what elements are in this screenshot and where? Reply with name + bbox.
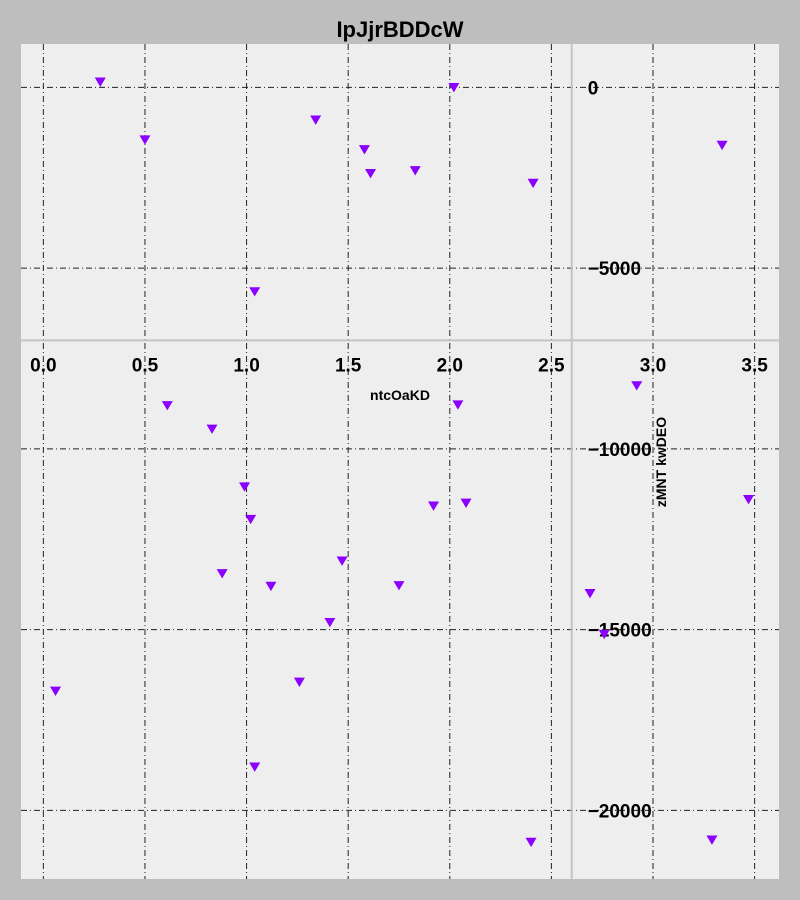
- data-point: [94, 77, 106, 87]
- data-point: [460, 498, 472, 509]
- x-tick-label: 1.0: [233, 355, 259, 376]
- data-point: [239, 482, 251, 492]
- x-tick-label: 2.0: [437, 355, 463, 376]
- x-tick-label: 3.0: [640, 355, 666, 376]
- x-tick-labels: 0.0 0.5 1.0 1.5 2.0 2.5 3.0 3.5: [30, 355, 768, 376]
- chart-title: IpJjrBDDcW: [336, 17, 463, 42]
- data-point: [310, 115, 322, 125]
- y-tick-label: −15000: [588, 621, 652, 642]
- data-point: [216, 569, 228, 579]
- data-point: [527, 178, 539, 189]
- x-axis-label: ntcOaKD: [370, 387, 430, 403]
- data-point: [525, 837, 537, 848]
- data-point: [249, 762, 261, 772]
- data-point: [324, 617, 336, 628]
- y-tick-label: −5000: [588, 259, 641, 280]
- data-point: [50, 686, 62, 696]
- y-tick-label: −20000: [588, 801, 652, 822]
- data-point: [265, 581, 277, 592]
- data-point: [706, 835, 718, 845]
- data-point: [249, 287, 261, 297]
- data-point: [393, 581, 405, 591]
- data-point: [139, 135, 151, 145]
- x-tick-label: 2.5: [538, 355, 565, 376]
- data-point: [358, 145, 370, 155]
- x-tick-label: 0.0: [30, 355, 56, 376]
- data-point: [206, 424, 218, 434]
- grid-lines: [21, 44, 779, 879]
- data-points: [50, 77, 755, 848]
- data-point: [409, 166, 421, 176]
- x-tick-label: 0.5: [132, 355, 159, 376]
- data-point: [336, 556, 348, 566]
- y-tick-labels: 0 −5000 −10000 −15000 −20000: [588, 78, 652, 822]
- data-point: [598, 629, 610, 640]
- data-point: [161, 401, 173, 411]
- data-point: [428, 501, 440, 511]
- y-tick-label: −10000: [588, 440, 652, 461]
- axis-spines: [21, 44, 779, 879]
- data-point: [245, 514, 257, 525]
- y-axis-label: zMNT kwDEO: [653, 417, 669, 507]
- x-tick-label: 3.5: [741, 355, 768, 376]
- data-point: [293, 677, 305, 687]
- data-point: [716, 140, 728, 151]
- data-point: [743, 495, 755, 505]
- y-tick-label: 0: [588, 78, 599, 99]
- data-point: [631, 381, 643, 391]
- x-tick-label: 1.5: [335, 355, 362, 376]
- data-point: [584, 589, 596, 599]
- data-point: [365, 169, 377, 179]
- data-point: [448, 82, 460, 93]
- data-point: [452, 400, 464, 410]
